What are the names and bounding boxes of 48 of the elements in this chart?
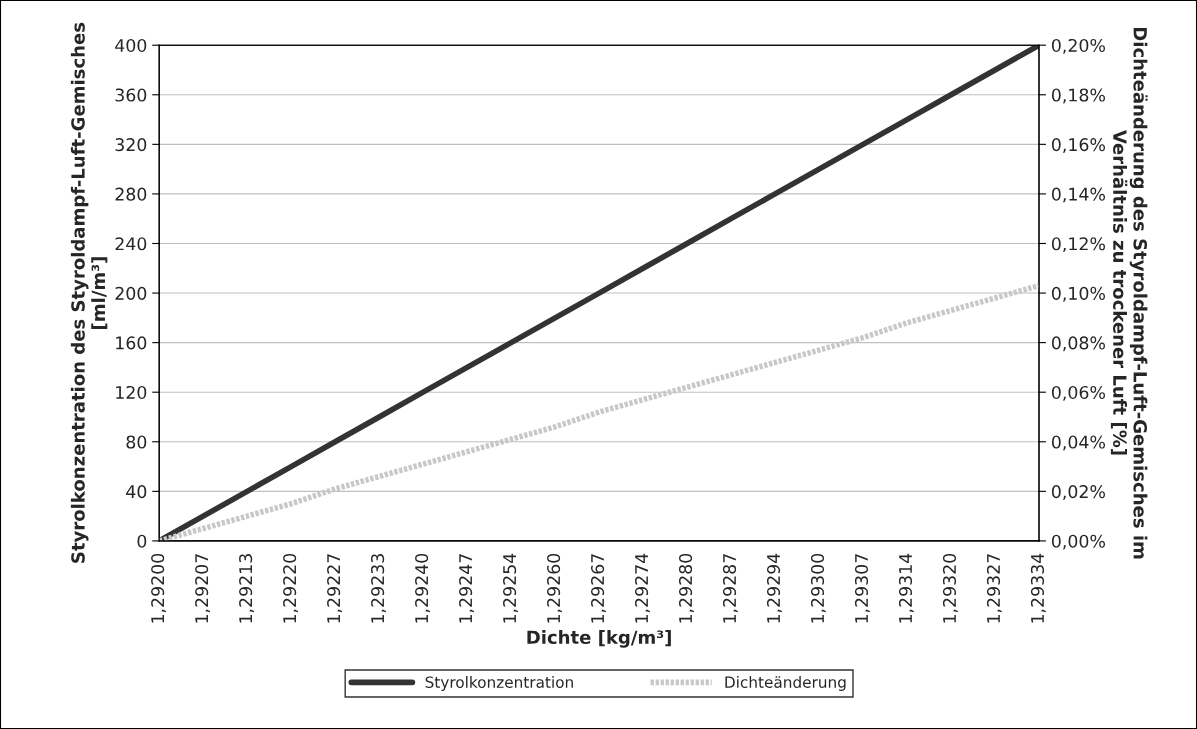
y2-tick-label: 0,12%: [1051, 237, 1105, 253]
x-tick-label: 1,29213: [239, 554, 254, 623]
x-tick-label: 1,29247: [459, 554, 474, 623]
y-tick-label: 0: [137, 534, 147, 548]
x-tick-label: 1,29233: [371, 554, 386, 623]
x-tick-label: 1,29240: [415, 553, 430, 623]
x-axis-title: Dichte [kg/m³]: [527, 630, 671, 648]
y2-tick-label: 0,14%: [1051, 187, 1105, 203]
y-tick-label: 400: [115, 38, 147, 53]
y2-tick-label: 0,10%: [1051, 286, 1105, 302]
legend-label: Styrolkonzentration: [425, 676, 573, 691]
x-tick-label: 1,29294: [766, 553, 782, 623]
y-tick-label: 240: [115, 237, 147, 251]
x-tick-label: 1,29274: [634, 553, 650, 623]
x-tick-label: 1,29200: [151, 553, 167, 623]
y2-tick-label: 0,00%: [1051, 534, 1105, 550]
y2-tick-label: 0,02%: [1051, 485, 1105, 500]
y2-tick-label: 0,20%: [1051, 38, 1105, 54]
y2-tick-label: 0,08%: [1051, 336, 1105, 352]
x-tick-label: 1,29227: [327, 554, 342, 623]
x-tick-label: 1,29300: [810, 553, 826, 623]
x-tick-label: 1,29260: [547, 553, 562, 623]
x-tick-label: 1,29327: [986, 554, 1002, 623]
y2-tick-label: 0,16%: [1051, 138, 1105, 153]
legend-label: Dichteänderung: [725, 676, 846, 691]
x-tick-label: 1,29287: [722, 554, 738, 623]
y-axis-title: Styrolkonzentration des Styroldampf-Luft-Gemisches [ml/m³]: [70, 22, 108, 563]
x-tick-label: 1,29320: [942, 553, 958, 623]
y-tick-label: 320: [115, 138, 147, 152]
y2-axis-title: Dichteänderung des Styroldampf-Luft-Gemisches im Verhältnis zu trockener Luft [%]: [1110, 27, 1148, 559]
x-tick-label: 1,29307: [854, 554, 870, 623]
x-tick-label: 1,29267: [591, 554, 606, 623]
y-tick-label: 40: [126, 485, 147, 499]
y-tick-label: 80: [126, 435, 147, 449]
y-tick-label: 160: [116, 336, 147, 350]
y2-tick-label: 0,18%: [1051, 88, 1105, 104]
x-tick-label: 1,29334: [1030, 553, 1046, 623]
y-tick-label: 200: [115, 286, 147, 300]
y-tick-label: 280: [115, 187, 147, 201]
y2-tick-label: 0,04%: [1051, 435, 1105, 451]
y-tick-label: 360: [115, 88, 147, 102]
x-tick-label: 1,29314: [898, 553, 914, 623]
y-tick-label: 120: [116, 385, 147, 400]
y2-tick-label: 0,06%: [1051, 385, 1105, 401]
x-tick-label: 1,29280: [678, 553, 694, 623]
x-tick-label: 1,29207: [195, 554, 210, 623]
x-tick-label: 1,29220: [283, 553, 298, 623]
x-tick-label: 1,29254: [503, 553, 518, 623]
